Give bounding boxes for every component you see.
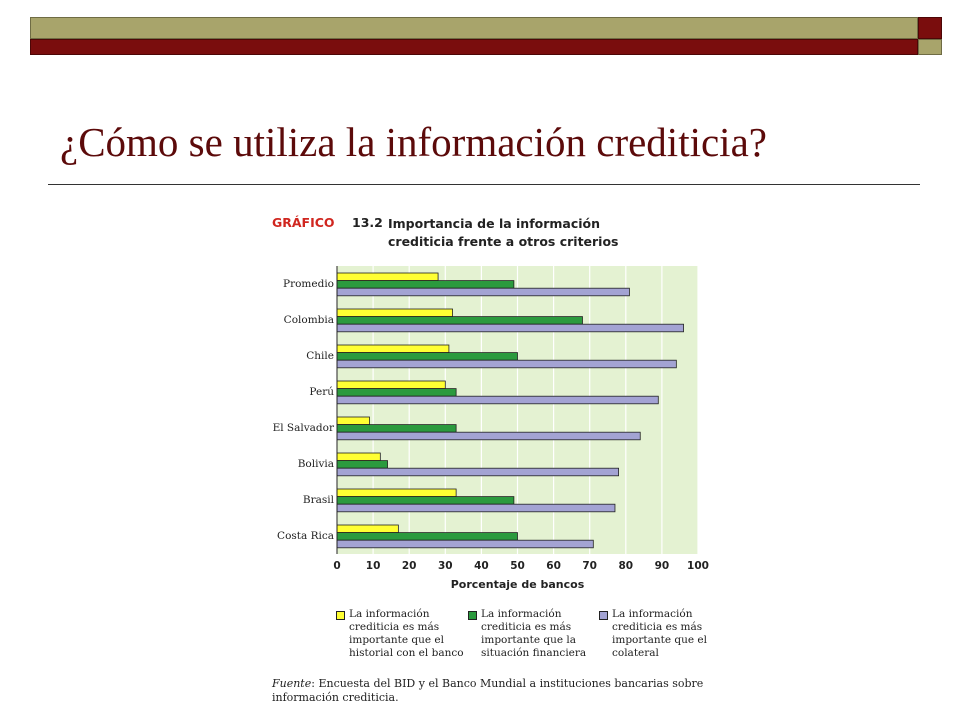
tick-label: 10 — [366, 560, 381, 572]
legend-label-lavender: La información crediticia es más importa… — [612, 608, 707, 659]
figure-title-line-2: crediticia frente a otros criterios — [388, 234, 619, 249]
bar-perú-series-3 — [336, 395, 659, 405]
source-text: : Encuesta del BID y el Banco Mundial a … — [272, 677, 704, 704]
legend-swatch-yellow — [336, 611, 345, 620]
bar-perú-series-2 — [336, 388, 457, 397]
x-axis-label: Porcentaje de bancos — [451, 578, 585, 591]
bar-bolivia-series-3 — [336, 467, 619, 477]
category-label: Brasil — [303, 494, 335, 506]
header-corner-maroon — [918, 17, 942, 39]
tick-label: 60 — [546, 560, 561, 572]
bar-promedio-series-3 — [336, 287, 630, 297]
category-label: Costa Rica — [277, 530, 334, 542]
title-divider — [48, 184, 920, 185]
source-label: Fuente — [272, 677, 312, 690]
category-labels: Promedio Colombia Chile Perú El Salvador Boli… — [273, 278, 335, 542]
tick-label: 50 — [510, 560, 525, 572]
bar-bolivia-series-2 — [336, 460, 388, 469]
legend-label-green: La información crediticia es más importa… — [481, 608, 587, 659]
figure-number: 13.2 — [352, 215, 383, 230]
tick-label: 90 — [655, 560, 670, 572]
tick-label: 30 — [438, 560, 453, 572]
source-note: Fuente: Encuesta del BID y el Banco Mund… — [272, 677, 722, 705]
tick-label: 70 — [582, 560, 597, 572]
bar-chart: Promedio Colombia Chile Perú El Salvador Boli… — [273, 266, 709, 591]
bar-chile-series-1 — [336, 344, 450, 353]
tick-label: 80 — [618, 560, 633, 572]
header-corner-olive — [918, 39, 942, 55]
tick-label: 0 — [333, 560, 340, 572]
figure-title: Importancia de la información crediticia… — [388, 215, 688, 251]
bar-colombia-series-1 — [336, 308, 453, 317]
figure-title-line-1: Importancia de la información — [388, 216, 601, 231]
bar-brasil-series-2 — [336, 496, 515, 505]
bar-brasil-series-3 — [336, 503, 616, 513]
header-band-maroon — [30, 39, 918, 55]
bar-promedio-series-2 — [336, 280, 515, 289]
bar-chile-series-2 — [336, 352, 518, 361]
bar-el-salvador-series-2 — [336, 424, 457, 433]
bar-brasil-series-1 — [336, 488, 457, 497]
bar-colombia-series-3 — [336, 323, 684, 333]
bar-perú-series-1 — [336, 380, 446, 389]
category-label: Promedio — [283, 278, 334, 290]
bar-promedio-series-1 — [336, 272, 439, 281]
figure-label: GRÁFICO — [272, 215, 335, 230]
tick-label: 20 — [402, 560, 417, 572]
tick-label: 40 — [474, 560, 489, 572]
bar-costa-rica-series-2 — [336, 532, 518, 541]
bar-chile-series-3 — [336, 359, 677, 369]
bar-el-salvador-series-1 — [336, 416, 370, 425]
bar-costa-rica-series-3 — [336, 539, 594, 549]
tick-label: 100 — [687, 560, 709, 572]
category-label: El Salvador — [273, 422, 335, 434]
bar-costa-rica-series-1 — [336, 524, 399, 533]
category-label: Chile — [306, 350, 334, 362]
legend-swatch-lavender — [599, 611, 608, 620]
category-label: Colombia — [284, 314, 334, 326]
tick-labels: 0 10 20 30 40 50 60 70 80 90 100 — [333, 560, 709, 572]
legend-label-yellow: La información crediticia es más importa… — [349, 608, 464, 659]
category-label: Perú — [309, 386, 334, 398]
header-band-olive — [30, 17, 918, 39]
bar-colombia-series-2 — [336, 316, 583, 325]
bar-bolivia-series-1 — [336, 452, 381, 461]
slide-title: ¿Cómo se utiliza la información creditic… — [60, 119, 767, 165]
bar-el-salvador-series-3 — [336, 431, 641, 441]
legend-swatch-green — [468, 611, 477, 620]
category-label: Bolivia — [298, 458, 334, 470]
